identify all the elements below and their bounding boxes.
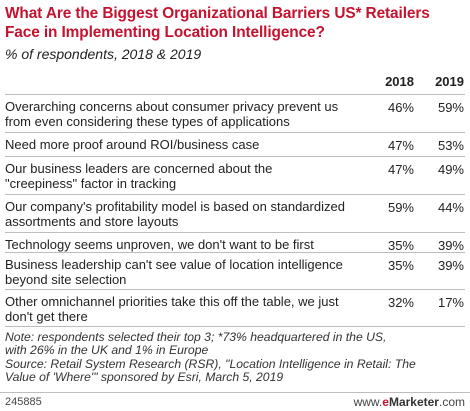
value-2019: 53%: [437, 138, 464, 153]
value-2018: 59%: [387, 200, 414, 215]
value-2019: 39%: [437, 238, 464, 253]
row-label: Our company's profitability model is bas…: [5, 199, 345, 229]
value-2018: 47%: [387, 162, 414, 177]
note-line: Note: respondents selected their top 3; …: [5, 330, 387, 344]
value-2018: 35%: [387, 238, 414, 253]
table-row: Overarching concerns about consumer priv…: [5, 94, 465, 139]
source-line: Value of 'Where'" sponsored by Esri, Mar…: [5, 370, 284, 385]
value-2019: 17%: [437, 295, 464, 310]
value-2019: 44%: [437, 200, 464, 215]
table-bottom-divider: [5, 326, 465, 327]
chart-footer: 245885 www.eMarketer.com: [0, 392, 470, 411]
chart-subtitle: % of respondents, 2018 & 2019: [5, 46, 202, 62]
row-label: Our business leaders are concerned about…: [5, 161, 273, 191]
note-line: with 26% in the UK and 1% in Europe: [5, 343, 209, 358]
brand-suffix: .com: [438, 395, 465, 409]
chart-title: What Are the Biggest Organizational Barr…: [5, 5, 430, 41]
brand-e: e: [382, 395, 389, 409]
row-label: Overarching concerns about consumer priv…: [5, 99, 339, 129]
brand-name: Marketer: [388, 395, 439, 409]
column-header-2018: 2018: [385, 74, 414, 89]
value-2018: 46%: [387, 100, 414, 115]
value-2018: 35%: [387, 258, 414, 273]
chart-id: 245885: [5, 396, 42, 408]
row-label: Need more proof around ROI/business case: [5, 137, 260, 152]
emarketer-logo: www.eMarketer.com: [354, 395, 465, 409]
value-2019: 49%: [437, 162, 464, 177]
value-2018: 32%: [387, 295, 414, 310]
brand-prefix: www.: [353, 395, 383, 409]
source-line: Source: Retail System Research (RSR), "L…: [5, 356, 416, 371]
column-header-2019: 2019: [435, 74, 464, 89]
row-label: Other omnichannel priorities take this o…: [5, 294, 339, 324]
row-label: Business leadership can't see value of l…: [5, 257, 343, 287]
value-2019: 39%: [437, 258, 464, 273]
row-label: Technology seems unproven, we don't want…: [5, 237, 314, 252]
value-2018: 47%: [387, 138, 414, 153]
table-row: Our company's profitability model is bas…: [5, 194, 465, 235]
table-row: Business leadership can't see value of l…: [5, 252, 465, 291]
table-row: Our business leaders are concerned about…: [5, 156, 465, 195]
table-row: Technology seems unproven, we don't want…: [5, 232, 465, 253]
chart-notes: Note: respondents selected their top 3; …: [5, 330, 467, 385]
table-row: Need more proof around ROI/business case…: [5, 132, 465, 157]
value-2019: 59%: [437, 100, 464, 115]
table-row: Other omnichannel priorities take this o…: [5, 289, 465, 327]
